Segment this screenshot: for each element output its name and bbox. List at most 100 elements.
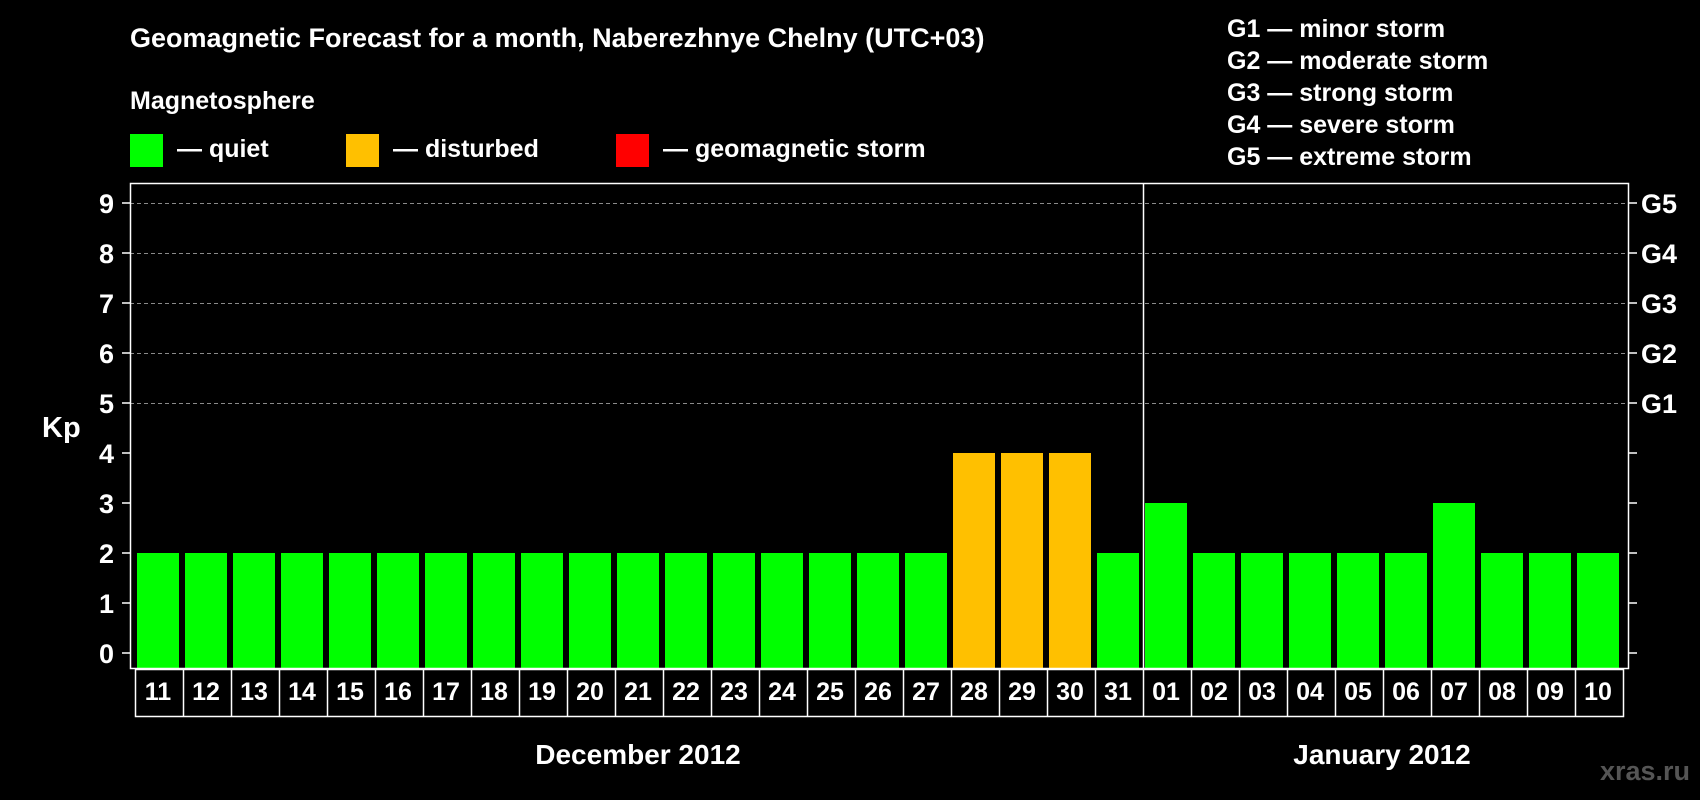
bar-30 [1049,453,1091,668]
bar-11 [137,553,179,668]
legend: — quiet — disturbed — geomagnetic storm [130,134,926,167]
right-tick-label-G4: G4 [1641,239,1677,269]
bar-08 [1481,553,1523,668]
legend-title: Magnetosphere [130,87,315,115]
y-tick-label: 7 [99,289,114,319]
x-tick-label: 26 [864,678,892,706]
y-axis-label: Kp [42,412,81,444]
x-tick-label: 30 [1056,678,1084,706]
month-label: December 2012 [535,739,740,770]
x-tick-label: 09 [1536,678,1564,706]
bar-29 [1001,453,1043,668]
x-tick-label: 05 [1344,678,1372,706]
storm-scale-item: G5 — extreme storm [1227,143,1472,171]
month-labels: December 2012 January 2012 [535,183,1471,770]
x-tick-label: 13 [240,678,268,706]
bar-26 [857,553,899,668]
bar-06 [1385,553,1427,668]
plot-frame [129,182,1630,670]
x-tick-label: 20 [576,678,604,706]
x-tick-label: 12 [192,678,220,706]
x-tick-label: 22 [672,678,700,706]
x-tick-label: 21 [624,678,652,706]
bar-17 [425,553,467,668]
right-axis: G1 G2 G3 G4 G5 [1629,189,1677,654]
storm-scale-item: G3 — strong storm [1227,79,1453,107]
bar-03 [1241,553,1283,668]
right-tick-label-G3: G3 [1641,289,1677,319]
legend-label-storm: — geomagnetic storm [663,135,926,163]
bar-09 [1529,553,1571,668]
legend-swatch-disturbed [346,134,379,167]
x-tick-label: 18 [480,678,508,706]
storm-scale-item: G4 — severe storm [1227,111,1455,139]
x-tick-label: 31 [1104,678,1132,706]
right-tick-label-G2: G2 [1641,339,1677,369]
watermark: xras.ru [1600,756,1690,786]
x-tick-label: 14 [288,678,316,706]
bar-20 [569,553,611,668]
storm-scale-item: G1 — minor storm [1227,15,1445,43]
y-tick-label: 4 [99,439,114,469]
bar-05 [1337,553,1379,668]
bar-14 [281,553,323,668]
x-tick-label: 06 [1392,678,1420,706]
bar-22 [665,553,707,668]
bar-16 [377,553,419,668]
storm-scale-legend: G1 — minor storm G2 — moderate storm G3 — … [1227,15,1488,171]
x-tick-label: 29 [1008,678,1036,706]
y-tick-label: 5 [99,389,114,419]
bar-24 [761,553,803,668]
x-tick-label: 27 [912,678,940,706]
bar-21 [617,553,659,668]
bar-01 [1145,503,1187,668]
x-tick-label: 16 [384,678,412,706]
x-tick-label: 28 [960,678,988,706]
storm-scale-item: G2 — moderate storm [1227,47,1488,75]
x-tick-label: 11 [145,678,172,706]
bars [137,453,1619,668]
bar-07 [1433,503,1475,668]
y-tick-label: 8 [99,239,114,269]
x-axis-box [134,668,1625,718]
x-tick-label: 23 [720,678,748,706]
legend-label-quiet: — quiet [177,135,269,163]
bar-19 [521,553,563,668]
y-tick-label: 2 [99,539,114,569]
right-tick-label-G1: G1 [1641,389,1677,419]
bar-31 [1097,553,1139,668]
x-tick-label: 17 [432,678,460,706]
bar-27 [905,553,947,668]
x-tick-label: 08 [1488,678,1516,706]
bar-25 [809,553,851,668]
y-tick-label: 3 [99,489,114,519]
y-tick-label: 6 [99,339,114,369]
bar-18 [473,553,515,668]
x-tick-label: 01 [1152,678,1180,706]
y-tick-label: 0 [99,639,114,669]
x-tick-label: 24 [768,678,796,706]
legend-label-disturbed: — disturbed [393,135,539,163]
bar-02 [1193,553,1235,668]
x-tick-label: 15 [336,678,364,706]
legend-swatch-storm [616,134,649,167]
bar-12 [185,553,227,668]
x-tick-label: 19 [528,678,556,706]
y-axis: 0 1 2 3 4 5 6 7 8 9 [99,189,130,669]
month-label: January 2012 [1293,739,1470,770]
y-tick-label: 9 [99,189,114,219]
chart-title: Geomagnetic Forecast for a month, Nabere… [130,23,984,53]
x-tick-label: 02 [1200,678,1228,706]
y-tick-label: 1 [99,589,114,619]
bar-13 [233,553,275,668]
legend-swatch-quiet [130,134,163,167]
x-tick-label: 03 [1248,678,1276,706]
grid [130,203,1629,404]
bar-15 [329,553,371,668]
bar-23 [713,553,755,668]
x-tick-label: 07 [1440,678,1468,706]
right-tick-label-G5: G5 [1641,189,1677,219]
bar-10 [1577,553,1619,668]
bar-28 [953,453,995,668]
